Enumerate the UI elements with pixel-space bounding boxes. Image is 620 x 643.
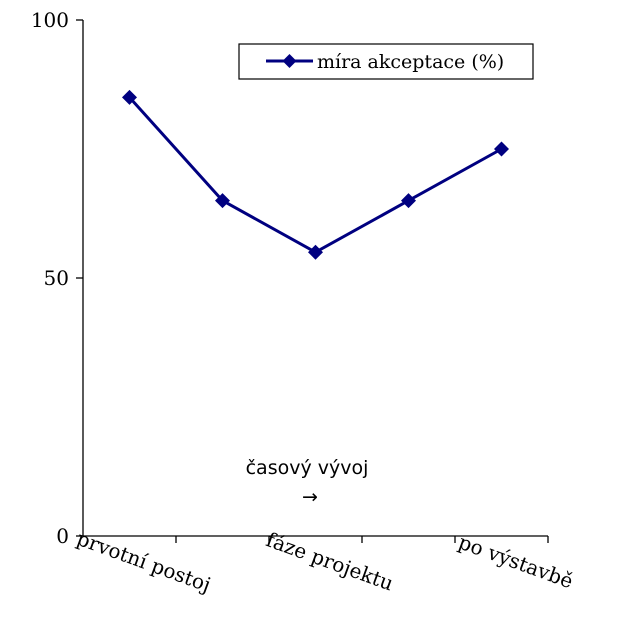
data-point — [401, 193, 416, 209]
legend-marker — [282, 54, 297, 68]
legend: míra akceptace (%) — [238, 43, 534, 80]
series-group — [122, 89, 509, 260]
data-point — [494, 141, 509, 157]
x-tick-label: po výstavbě — [455, 530, 576, 594]
data-point — [308, 244, 323, 260]
legend-label: míra akceptace (%) — [317, 51, 504, 73]
data-point — [215, 193, 230, 209]
y-tick-label: 50 — [44, 266, 69, 290]
annotation-time-label: časový vývoj — [246, 457, 369, 479]
data-point — [122, 89, 137, 105]
annotation: časový vývoj → — [246, 457, 369, 508]
series-line — [128, 96, 503, 254]
y-tick-label: 0 — [56, 524, 69, 548]
annotation-arrow: → — [302, 486, 318, 508]
y-axis-ticks: 0 50 100 — [31, 8, 83, 548]
x-tick-label: fáze projektu — [263, 527, 397, 595]
x-tick-label: prvotní postoj — [74, 526, 214, 597]
x-axis-ticks: prvotní postoj fáze projektu po výstavbě — [74, 526, 577, 597]
y-tick-label: 100 — [31, 8, 69, 32]
